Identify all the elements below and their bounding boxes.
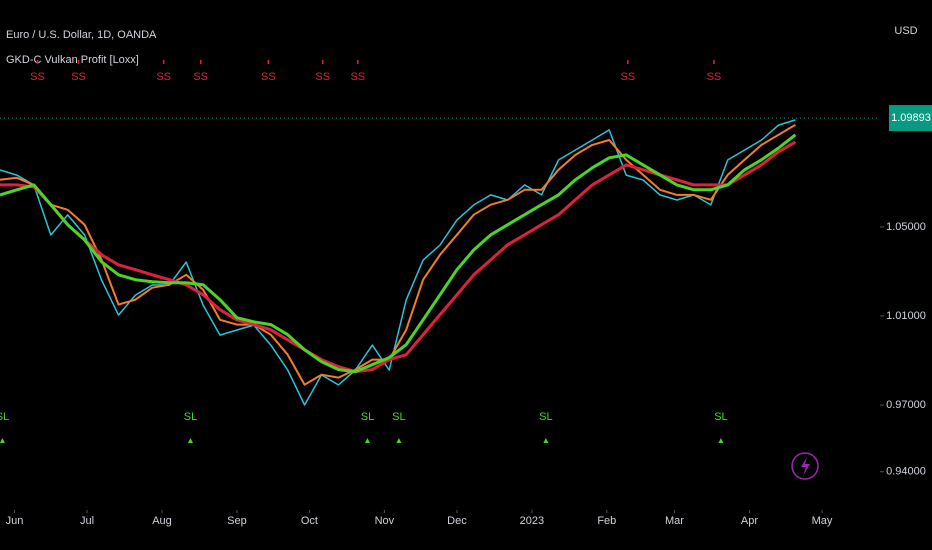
x-tick-label: Aug (152, 515, 172, 527)
x-tick-label: May (812, 515, 833, 527)
sell-signal: SS (261, 71, 276, 83)
sell-signal: SS (621, 71, 636, 83)
buy-signal: SL (361, 411, 374, 423)
buy-signal: SL (184, 411, 197, 423)
x-tick-label: Mar (665, 515, 684, 527)
x-tick-label: Apr (741, 515, 758, 527)
buy-signal: SL (392, 411, 405, 423)
y-tick-label: 0.94000 (886, 466, 926, 478)
x-tick-label: Jun (6, 515, 24, 527)
x-tick-label: Dec (447, 515, 467, 527)
last-price-box (889, 105, 932, 132)
x-tick-label: Feb (597, 515, 616, 527)
x-tick-label: Sep (227, 515, 247, 527)
line-series (0, 123, 796, 386)
buy-marker (364, 438, 370, 443)
sell-signal: SS (193, 71, 208, 83)
sell-signal: SS (350, 71, 365, 83)
x-tick-label: Oct (301, 515, 318, 527)
buy-signal: SL (0, 411, 9, 423)
buy-marker (396, 438, 402, 443)
buy-marker (0, 438, 5, 443)
line-series (0, 133, 797, 374)
chart-title: Euro / U.S. Dollar, 1D, OANDA (6, 29, 157, 41)
y-tick-label: 1.01000 (886, 310, 926, 322)
buy-marker (188, 438, 194, 443)
indicator-name: GKD-C Vulkan Profit [Loxx] (6, 54, 139, 66)
buy-marker (718, 438, 724, 443)
x-tick-label: Nov (375, 515, 395, 527)
buy-signal: SL (714, 411, 727, 423)
line-series (0, 119, 796, 406)
sell-signal: SS (156, 71, 171, 83)
buy-marker (543, 438, 549, 443)
y-tick-label: 1.05000 (886, 221, 926, 233)
buy-signal: SL (539, 411, 552, 423)
sell-signal: SS (315, 71, 330, 83)
sell-signal: SS (707, 71, 722, 83)
sell-signal: SS (71, 71, 86, 83)
sell-signal: SS (30, 71, 45, 83)
y-tick-label: 0.97000 (886, 399, 926, 411)
alert-icon[interactable] (791, 452, 819, 480)
x-tick-label: Jul (80, 515, 94, 527)
last-price-label: 1.09893 (891, 112, 931, 124)
x-tick-label: 2023 (520, 515, 544, 527)
currency-label: USD (894, 25, 917, 37)
